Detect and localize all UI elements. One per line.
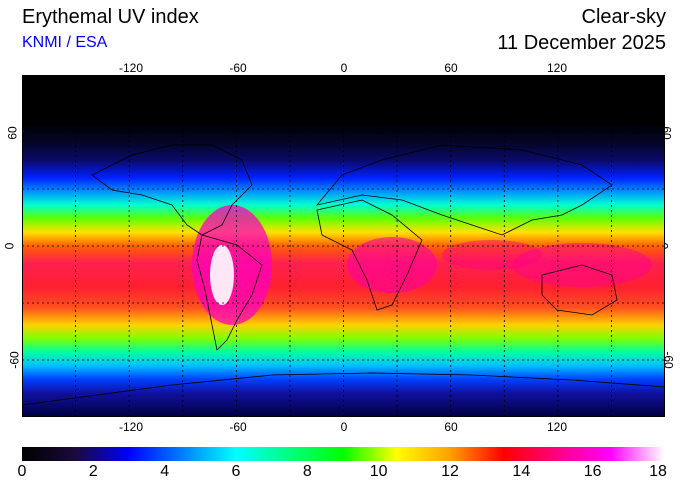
lon-tick-top: 60 — [444, 61, 458, 75]
map-title: Erythemal UV index — [22, 6, 199, 28]
lat-tick-left: 0 — [2, 242, 17, 250]
colorbar-tick-label: 6 — [231, 463, 241, 480]
lon-tick-bottom: 120 — [546, 420, 568, 434]
uv-hotspot — [347, 237, 437, 293]
lon-tick-top: -120 — [118, 61, 144, 75]
colorbar-tick-label: 14 — [512, 463, 531, 480]
sky-condition: Clear-sky — [581, 6, 666, 28]
colorbar-tick-label: 8 — [302, 463, 312, 480]
lon-tick-bottom: -60 — [229, 420, 247, 434]
uv-hotspot — [210, 245, 234, 305]
uv-hotspot — [442, 240, 542, 270]
colorbar-tick-label: 10 — [369, 463, 388, 480]
colorbar-tick-label: 2 — [88, 463, 98, 480]
uv-colorbar — [22, 447, 664, 461]
lat-lon-grid — [22, 75, 665, 417]
uv-index-map — [22, 75, 665, 417]
coastline-australia — [541, 264, 618, 316]
lon-tick-top: 0 — [340, 61, 348, 75]
colorbar-tick-label: 4 — [160, 463, 170, 480]
coastlines — [22, 144, 665, 406]
lon-tick-bottom: 0 — [340, 420, 348, 434]
coastline-south-america — [196, 234, 263, 351]
lon-tick-top: -60 — [229, 61, 247, 75]
lat-tick-left: 60 — [5, 126, 20, 140]
colorbar-tick-label: 18 — [649, 463, 667, 480]
coastline-antarctica — [22, 372, 665, 406]
coastline-africa — [316, 199, 423, 311]
lon-tick-bottom: 60 — [444, 420, 458, 434]
lon-tick-top: 120 — [546, 61, 568, 75]
data-source: KNMI / ESA — [22, 34, 108, 51]
colorbar-tick-label: 0 — [17, 463, 27, 480]
coastline-north-america — [91, 144, 253, 236]
colorbar-tick-label: 16 — [583, 463, 602, 480]
coastline-eurasia — [315, 144, 613, 236]
map-date: 11 December 2025 — [497, 32, 666, 54]
lat-tick-left: -60 — [7, 351, 22, 369]
lon-tick-bottom: -120 — [118, 420, 144, 434]
colorbar-tick-label: 12 — [441, 463, 459, 480]
